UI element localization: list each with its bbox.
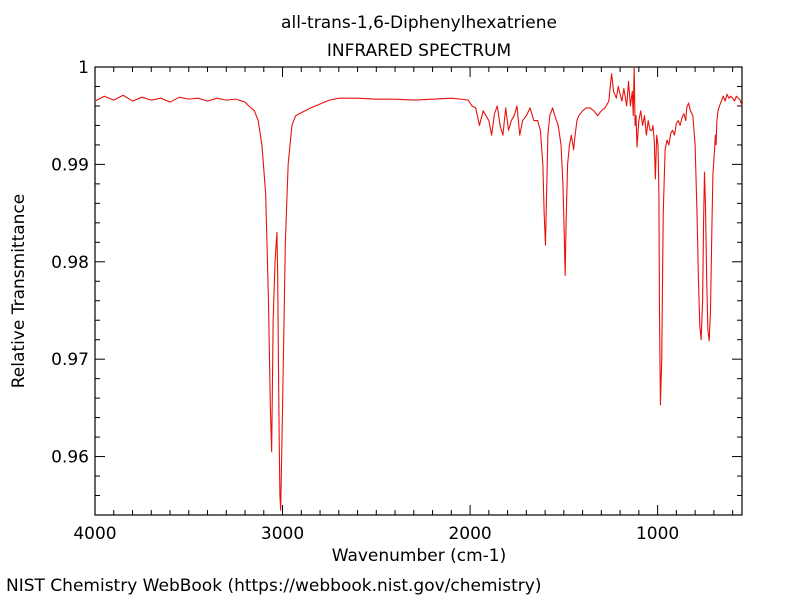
y-tick-label: 0.98 — [51, 253, 89, 273]
x-tick-label: 4000 — [73, 524, 116, 544]
chart-subtitle: INFRARED SPECTRUM — [327, 41, 511, 61]
x-axis-title: Wavenumber (cm-1) — [332, 546, 507, 566]
y-tick-label: 0.99 — [51, 155, 89, 175]
y-tick-label: 0.96 — [51, 448, 89, 468]
y-axis-title: Relative Transmittance — [9, 194, 29, 389]
y-tick-label: 0.97 — [51, 350, 89, 370]
plot-area: 4000 3000 2000 1000 1 0.99 0.98 0.97 0.96 — [51, 58, 743, 544]
spectrum-line — [94, 66, 743, 511]
plot-frame — [94, 66, 743, 516]
y-tick-label: 1 — [78, 58, 89, 78]
source-credit: NIST Chemistry WebBook (https://webbook.… — [6, 576, 542, 596]
tick-marks — [94, 66, 742, 516]
x-tick-label: 2000 — [448, 524, 491, 544]
x-tick-label: 1000 — [636, 524, 679, 544]
tick-labels: 4000 3000 2000 1000 1 0.99 0.98 0.97 0.96 — [51, 58, 679, 544]
chart-title: all-trans-1,6-Diphenylhexatriene — [281, 13, 557, 33]
x-tick-label: 3000 — [261, 524, 304, 544]
